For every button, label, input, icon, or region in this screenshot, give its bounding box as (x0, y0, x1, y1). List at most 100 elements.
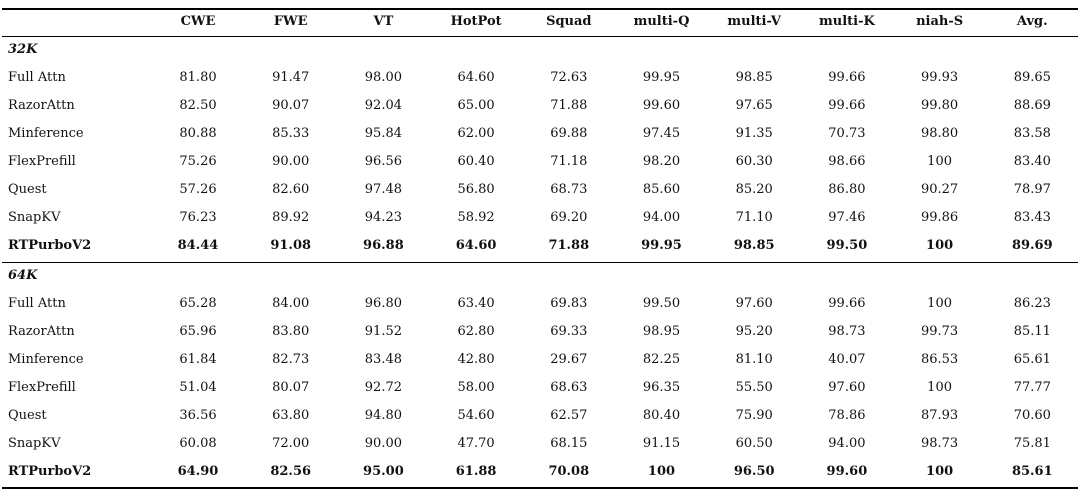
score-cell: 85.60 (642, 182, 681, 197)
column-header: multi-Q (633, 14, 690, 29)
score-cell: 99.73 (920, 324, 959, 339)
score-cell: 68.15 (550, 436, 588, 451)
score-cell: 69.88 (550, 126, 588, 141)
score-cell: 97.48 (364, 182, 402, 197)
score-cell: 65.28 (179, 296, 217, 311)
section-rule (2, 262, 1078, 263)
score-cell: 71.18 (550, 154, 588, 169)
score-cell: 82.60 (272, 182, 310, 197)
score-cell: 82.50 (179, 98, 217, 113)
section-label: 64K (8, 268, 38, 283)
score-cell: 63.80 (272, 408, 310, 423)
score-cell: 65.00 (457, 98, 495, 113)
column-header: Squad (546, 14, 592, 29)
method-name: Full Attn (8, 296, 66, 311)
score-cell: 96.56 (364, 154, 402, 169)
score-cell: 84.44 (177, 238, 219, 253)
column-header: VT (373, 14, 394, 29)
score-cell: 98.00 (364, 70, 402, 85)
score-cell: 61.88 (455, 464, 497, 479)
score-cell: 87.93 (920, 408, 959, 423)
score-cell: 99.50 (826, 238, 868, 253)
score-cell: 97.60 (828, 380, 866, 395)
score-cell: 75.90 (735, 408, 773, 423)
score-cell: 83.58 (1013, 126, 1051, 141)
method-name: Minference (8, 126, 84, 141)
score-cell: 98.85 (733, 238, 775, 253)
score-cell: 90.07 (272, 98, 310, 113)
score-cell: 89.65 (1013, 70, 1051, 85)
score-cell: 92.04 (364, 98, 402, 113)
score-cell: 62.80 (457, 324, 495, 339)
score-cell: 63.40 (457, 296, 495, 311)
score-cell: 71.88 (550, 98, 588, 113)
score-cell: 100 (927, 154, 953, 169)
score-cell: 97.65 (735, 98, 773, 113)
score-cell: 99.93 (920, 70, 959, 85)
method-name: FlexPrefill (8, 154, 76, 169)
score-cell: 100 (927, 380, 953, 395)
score-cell: 42.80 (457, 352, 495, 367)
score-cell: 95.84 (364, 126, 402, 141)
column-header: HotPot (450, 14, 502, 29)
score-cell: 64.60 (455, 238, 497, 253)
score-cell: 98.20 (642, 154, 681, 169)
score-cell: 94.80 (364, 408, 402, 423)
score-cell: 99.80 (920, 98, 959, 113)
score-cell: 94.00 (642, 210, 681, 225)
score-cell: 89.92 (272, 210, 310, 225)
score-cell: 65.61 (1013, 352, 1051, 367)
section-label: 32K (8, 42, 38, 57)
score-cell: 60.30 (735, 154, 773, 169)
score-cell: 96.35 (642, 380, 681, 395)
score-cell: 99.50 (642, 296, 681, 311)
score-cell: 62.00 (457, 126, 495, 141)
score-cell: 68.63 (550, 380, 588, 395)
score-cell: 98.80 (920, 126, 959, 141)
score-cell: 57.26 (179, 182, 217, 197)
score-cell: 90.00 (272, 154, 310, 169)
score-cell: 83.80 (272, 324, 310, 339)
score-cell: 83.48 (364, 352, 402, 367)
method-name: SnapKV (8, 436, 61, 451)
score-cell: 65.96 (179, 324, 217, 339)
score-cell: 60.50 (735, 436, 773, 451)
score-cell: 99.86 (920, 210, 959, 225)
score-cell: 85.33 (272, 126, 310, 141)
score-cell: 90.27 (920, 182, 959, 197)
score-cell: 86.80 (828, 182, 866, 197)
score-cell: 81.80 (179, 70, 217, 85)
score-cell: 91.35 (735, 126, 773, 141)
score-cell: 99.66 (828, 98, 866, 113)
score-cell: 75.26 (179, 154, 217, 169)
score-cell: 98.73 (828, 324, 866, 339)
score-cell: 69.20 (550, 210, 588, 225)
column-header: niah-S (916, 14, 964, 29)
score-cell: 96.80 (364, 296, 402, 311)
score-cell: 61.84 (179, 352, 217, 367)
score-cell: 86.53 (920, 352, 959, 367)
score-cell: 84.00 (272, 296, 310, 311)
score-cell: 100 (927, 296, 953, 311)
score-cell: 88.69 (1013, 98, 1051, 113)
score-cell: 51.04 (179, 380, 217, 395)
score-cell: 58.92 (457, 210, 495, 225)
method-name: Quest (8, 182, 47, 197)
score-cell: 98.95 (642, 324, 681, 339)
score-cell: 99.95 (641, 238, 682, 253)
score-cell: 99.60 (642, 98, 681, 113)
score-cell: 99.66 (828, 296, 866, 311)
score-cell: 54.60 (457, 408, 495, 423)
score-cell: 82.73 (272, 352, 310, 367)
score-cell: 83.40 (1013, 154, 1051, 169)
score-cell: 55.50 (735, 380, 773, 395)
score-cell: 60.40 (457, 154, 495, 169)
score-cell: 99.95 (642, 70, 681, 85)
score-cell: 100 (926, 238, 954, 253)
method-name: FlexPrefill (8, 380, 76, 395)
score-cell: 92.72 (364, 380, 402, 395)
score-cell: 68.73 (550, 182, 588, 197)
method-name: SnapKV (8, 210, 61, 225)
column-header: multi-V (727, 14, 781, 29)
